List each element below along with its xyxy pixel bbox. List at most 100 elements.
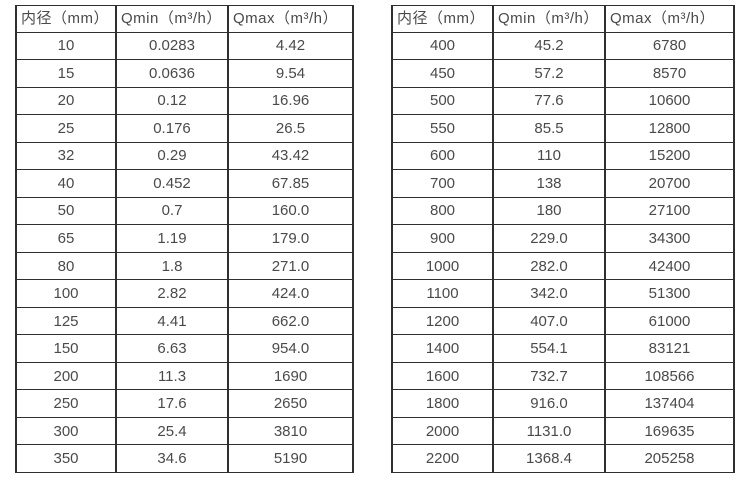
table-cell: 125 xyxy=(15,306,117,336)
table-row: 700 138 20700 xyxy=(391,169,735,198)
table-header-row: 内径（mm） Qmin（m³/h） Qmax（m³/h） xyxy=(15,5,354,33)
table-row: 350 34.6 5190 xyxy=(15,444,354,473)
table-row: 150 6.63 954.0 xyxy=(15,334,354,363)
table-cell: 5190 xyxy=(227,444,354,473)
table-cell: 34.6 xyxy=(115,444,229,473)
table-row: 450 57.2 8570 xyxy=(391,59,735,88)
table-cell: 138 xyxy=(492,169,606,198)
table-cell: 1600 xyxy=(391,361,494,391)
table-row: 80 1.8 271.0 xyxy=(15,251,354,281)
table-cell: 1690 xyxy=(227,361,354,391)
table-cell: 250 xyxy=(15,389,117,418)
table-cell: 4.41 xyxy=(115,306,229,336)
table-cell: 300 xyxy=(15,416,117,446)
table-cell: 180 xyxy=(492,196,606,226)
table-cell: 1800 xyxy=(391,389,494,418)
table-cell: 15 xyxy=(15,59,117,88)
table-row: 1800 916.0 137404 xyxy=(391,389,735,418)
header-qmax: Qmax（m³/h） xyxy=(604,5,735,33)
table-cell: 83121 xyxy=(604,334,735,363)
table-row: 550 85.5 12800 xyxy=(391,114,735,143)
table-cell: 77.6 xyxy=(492,86,606,116)
table-cell: 34300 xyxy=(604,224,735,253)
table-cell: 0.12 xyxy=(115,86,229,116)
table-cell: 800 xyxy=(391,196,494,226)
table-cell: 179.0 xyxy=(227,224,354,253)
table-cell: 1400 xyxy=(391,334,494,363)
table-cell: 137404 xyxy=(604,389,735,418)
table-cell: 1.8 xyxy=(115,251,229,281)
table-cell: 450 xyxy=(391,59,494,88)
table-cell: 20700 xyxy=(604,169,735,198)
table-row: 2200 1368.4 205258 xyxy=(391,444,735,473)
table-cell: 15200 xyxy=(604,141,735,171)
table-row: 1200 407.0 61000 xyxy=(391,306,735,336)
table-row: 15 0.0636 9.54 xyxy=(15,59,354,88)
table-cell: 65 xyxy=(15,224,117,253)
table-row: 32 0.29 43.42 xyxy=(15,141,354,171)
table-cell: 160.0 xyxy=(227,196,354,226)
table-cell: 407.0 xyxy=(492,306,606,336)
flow-table-left: 内径（mm） Qmin（m³/h） Qmax（m³/h） 10 0.0283 4.4… xyxy=(15,5,354,473)
table-cell: 26.5 xyxy=(227,114,354,143)
table-row: 40 0.452 67.85 xyxy=(15,169,354,198)
table-cell: 67.85 xyxy=(227,169,354,198)
table-cell: 6.63 xyxy=(115,334,229,363)
table-cell: 50 xyxy=(15,196,117,226)
table-cell: 282.0 xyxy=(492,251,606,281)
table-row: 100 2.82 424.0 xyxy=(15,279,354,308)
table-cell: 662.0 xyxy=(227,306,354,336)
table-cell: 0.7 xyxy=(115,196,229,226)
table-cell: 61000 xyxy=(604,306,735,336)
table-header-row: 内径（mm） Qmin（m³/h） Qmax（m³/h） xyxy=(391,5,735,33)
header-diameter: 内径（mm） xyxy=(391,5,494,33)
table-cell: 100 xyxy=(15,279,117,308)
table-cell: 25.4 xyxy=(115,416,229,446)
table-row: 250 17.6 2650 xyxy=(15,389,354,418)
table-cell: 27100 xyxy=(604,196,735,226)
table-row: 300 25.4 3810 xyxy=(15,416,354,446)
table-cell: 8570 xyxy=(604,59,735,88)
table-row: 1600 732.7 108566 xyxy=(391,361,735,391)
flow-table-right: 内径（mm） Qmin（m³/h） Qmax（m³/h） 400 45.2 6780… xyxy=(391,5,735,473)
table-cell: 42400 xyxy=(604,251,735,281)
table-cell: 25 xyxy=(15,114,117,143)
table-row: 800 180 27100 xyxy=(391,196,735,226)
table-row: 200 11.3 1690 xyxy=(15,361,354,391)
header-qmin: Qmin（m³/h） xyxy=(115,5,229,33)
table-cell: 1200 xyxy=(391,306,494,336)
table-cell: 732.7 xyxy=(492,361,606,391)
table-cell: 0.29 xyxy=(115,141,229,171)
table-cell: 0.0636 xyxy=(115,59,229,88)
table-cell: 169635 xyxy=(604,416,735,446)
table-cell: 1.19 xyxy=(115,224,229,253)
table-cell: 554.1 xyxy=(492,334,606,363)
table-cell: 2000 xyxy=(391,416,494,446)
table-row: 50 0.7 160.0 xyxy=(15,196,354,226)
table-row: 10 0.0283 4.42 xyxy=(15,31,354,61)
table-cell: 51300 xyxy=(604,279,735,308)
table-cell: 2650 xyxy=(227,389,354,418)
table-cell: 40 xyxy=(15,169,117,198)
table-cell: 32 xyxy=(15,141,117,171)
table-row: 65 1.19 179.0 xyxy=(15,224,354,253)
table-row: 600 110 15200 xyxy=(391,141,735,171)
table-cell: 400 xyxy=(391,31,494,61)
table-cell: 1131.0 xyxy=(492,416,606,446)
table-body: 400 45.2 6780 450 57.2 8570 500 77.6 10600 550 85.… xyxy=(391,31,735,473)
table-cell: 342.0 xyxy=(492,279,606,308)
table-cell: 12800 xyxy=(604,114,735,143)
table-body: 10 0.0283 4.42 15 0.0636 9.54 20 0.12 16.96 25 0.1… xyxy=(15,31,354,473)
table-cell: 0.0283 xyxy=(115,31,229,61)
table-row: 20 0.12 16.96 xyxy=(15,86,354,116)
table-cell: 1100 xyxy=(391,279,494,308)
table-row: 2000 1131.0 169635 xyxy=(391,416,735,446)
table-cell: 57.2 xyxy=(492,59,606,88)
table-cell: 271.0 xyxy=(227,251,354,281)
table-row: 1000 282.0 42400 xyxy=(391,251,735,281)
table-row: 400 45.2 6780 xyxy=(391,31,735,61)
table-cell: 4.42 xyxy=(227,31,354,61)
table-cell: 954.0 xyxy=(227,334,354,363)
table-row: 25 0.176 26.5 xyxy=(15,114,354,143)
